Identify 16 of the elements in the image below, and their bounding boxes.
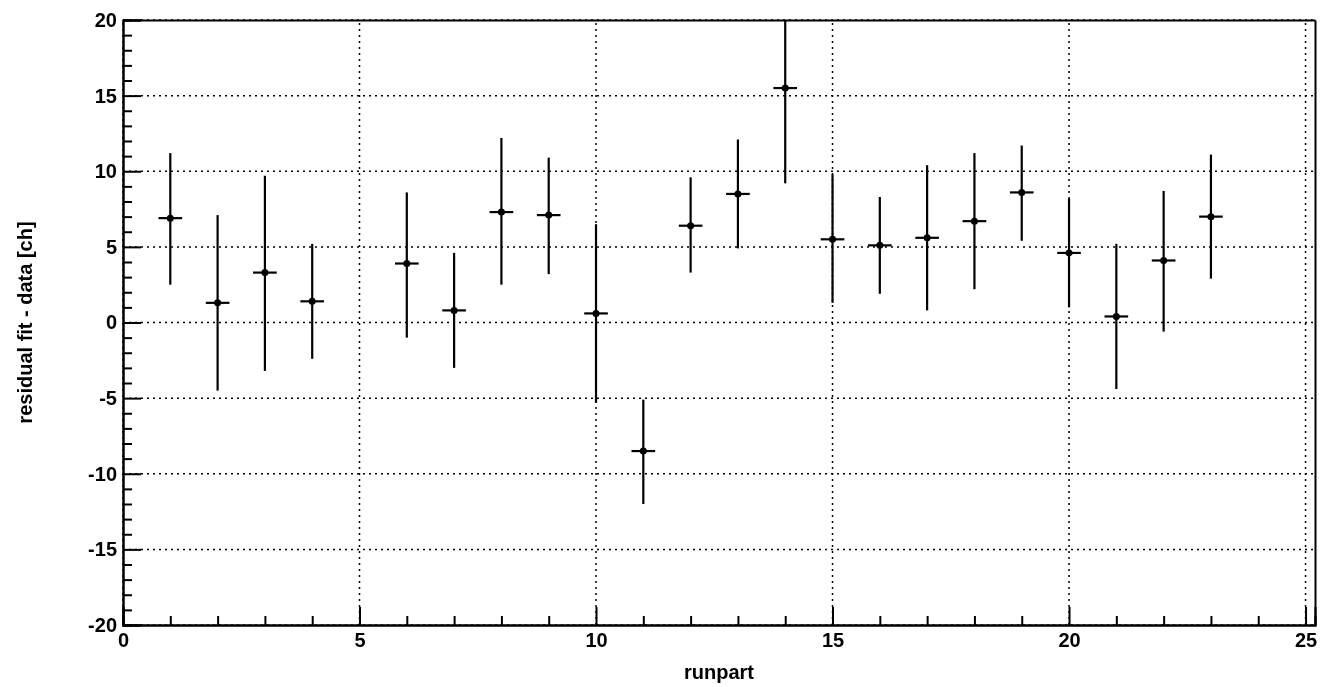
x-tick-label: 5: [354, 629, 366, 652]
y-tick-label: -10: [88, 462, 117, 485]
y-tick-label: 5: [105, 235, 117, 258]
x-axis-title: runpart: [684, 661, 755, 683]
y-tick-label: -20: [88, 613, 117, 636]
x-tick-label: 10: [585, 629, 608, 652]
y-tick-label: 0: [105, 311, 117, 334]
y-axis-title: residual fit - data [ch]: [14, 221, 36, 424]
x-tick-label: 25: [1294, 629, 1318, 652]
x-tick-label: 15: [821, 629, 845, 652]
y-tick-label: 15: [94, 84, 117, 107]
x-tick-label: 20: [1058, 629, 1081, 652]
y-tick-label: 20: [94, 8, 117, 31]
y-tick-label: -15: [88, 538, 117, 561]
y-tick-label: -5: [99, 387, 117, 410]
y-tick-label: 10: [94, 160, 117, 183]
